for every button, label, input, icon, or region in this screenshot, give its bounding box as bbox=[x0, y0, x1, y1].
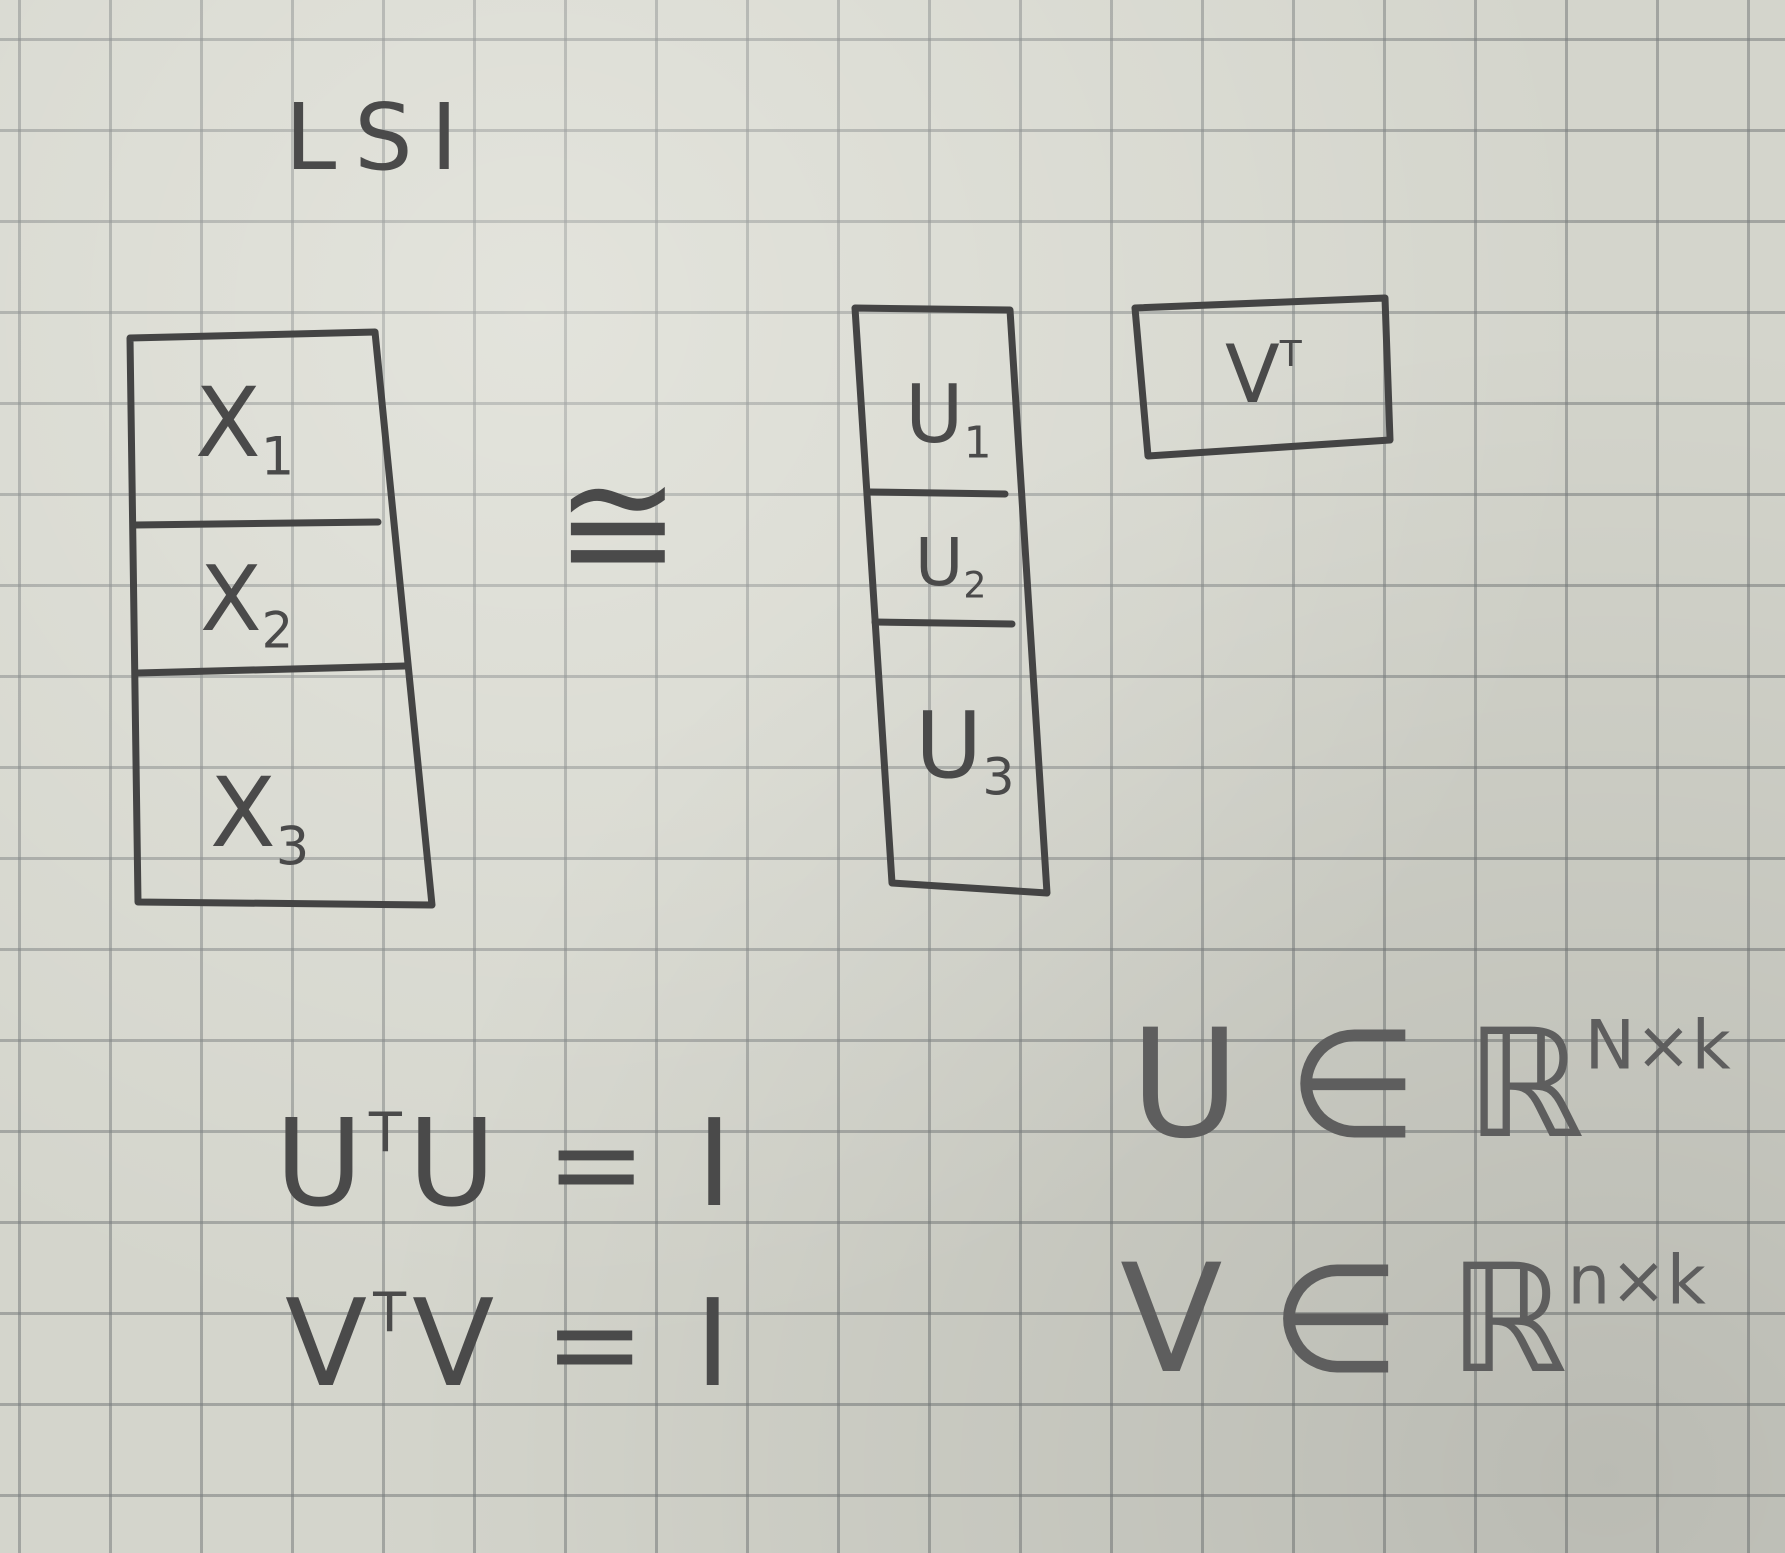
u-block-3-sub: 3 bbox=[982, 747, 1015, 807]
x-divider-2 bbox=[134, 662, 409, 677]
dimension-v: V ∈ ℝn×k bbox=[1120, 1245, 1706, 1395]
vt-matrix-outline bbox=[1131, 294, 1394, 460]
eq2-rhs: = I bbox=[544, 1275, 737, 1414]
vt-letter: V bbox=[1225, 328, 1280, 421]
u-matrix-outline bbox=[851, 304, 1051, 897]
dim2-sup: n×k bbox=[1567, 1240, 1706, 1320]
dim2-lhs: V ∈ ℝ bbox=[1120, 1233, 1568, 1407]
x-divider-1 bbox=[131, 518, 382, 529]
eq2-lhs: V bbox=[285, 1275, 374, 1414]
dimension-u: U ∈ ℝN×k bbox=[1130, 1010, 1731, 1160]
x-block-2-letter: X bbox=[200, 547, 262, 652]
u-block-1: U1 bbox=[905, 375, 992, 465]
u-block-1-sub: 1 bbox=[963, 417, 992, 469]
x-matrix-outline bbox=[126, 328, 436, 909]
u-block-3-letter: U bbox=[915, 692, 983, 799]
x-block-3-letter: X bbox=[210, 757, 276, 869]
u-block-1-letter: U bbox=[905, 368, 964, 461]
eq2-mid: V bbox=[412, 1275, 501, 1414]
x-block-1-sub: 1 bbox=[260, 426, 295, 488]
u-block-3: U3 bbox=[915, 700, 1015, 803]
title-lsi: LSI bbox=[285, 84, 476, 191]
eq1-rhs: = I bbox=[545, 1095, 738, 1234]
x-block-1-letter: X bbox=[195, 367, 261, 479]
u-divider-2 bbox=[871, 618, 1016, 628]
u-block-2-sub: 2 bbox=[963, 563, 987, 607]
x-block-3-sub: 3 bbox=[275, 816, 310, 878]
u-block-2-letter: U bbox=[915, 524, 964, 601]
x-block-2: X2 bbox=[200, 555, 293, 656]
equation-utu: UTU = I bbox=[275, 1105, 738, 1225]
dim1-sup: N×k bbox=[1584, 1005, 1731, 1085]
eq1-mid: U bbox=[407, 1095, 502, 1234]
x-block-1: X1 bbox=[195, 375, 294, 484]
approx-symbol: ≅ bbox=[555, 438, 681, 612]
vt-label: VT bbox=[1225, 335, 1302, 415]
x-block-3: X3 bbox=[210, 765, 309, 874]
x-block-2-sub: 2 bbox=[261, 601, 294, 660]
u-block-2: U2 bbox=[915, 530, 986, 604]
eq1-lhs: U bbox=[275, 1095, 369, 1234]
eq1-sup: T bbox=[368, 1101, 408, 1164]
dim1-lhs: U ∈ ℝ bbox=[1130, 998, 1585, 1172]
vt-sup: T bbox=[1279, 334, 1302, 375]
equation-vtv: VTV = I bbox=[285, 1285, 736, 1405]
eq2-sup: T bbox=[373, 1281, 413, 1344]
u-divider-1 bbox=[866, 488, 1009, 498]
